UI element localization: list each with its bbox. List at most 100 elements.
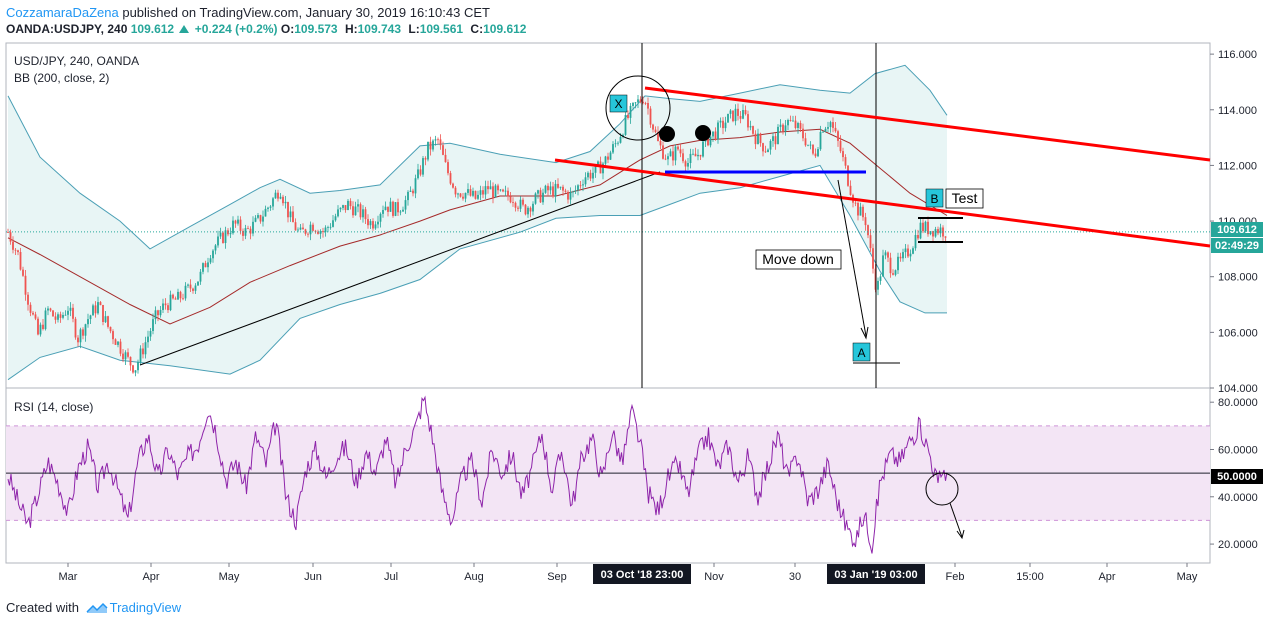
candle-body [412, 190, 414, 194]
time-marker-box [593, 564, 691, 584]
publish-header: CozzamaraDaZena published on TradingView… [6, 5, 490, 20]
label-b-text: B [930, 192, 938, 206]
candle-body [19, 252, 22, 270]
price-tick-label: 116.000 [1218, 49, 1257, 61]
candle-body [487, 186, 489, 190]
candle-body [744, 110, 747, 115]
symbol-label[interactable]: OANDA:USDJPY, 240 [6, 22, 128, 36]
candle-body [844, 157, 847, 166]
candle-body [514, 202, 517, 208]
candle-body [872, 248, 874, 269]
candle-body [544, 185, 547, 193]
candle-body [847, 165, 849, 186]
candle-body [334, 216, 337, 221]
candle-body [804, 138, 807, 146]
candle-body [114, 339, 117, 345]
candle-body [407, 191, 409, 201]
candle-body [832, 122, 834, 128]
candle-body [587, 172, 589, 178]
candle-body [889, 257, 892, 274]
candle-body [162, 303, 164, 310]
candle-body [24, 275, 27, 295]
price-tag-box [1211, 222, 1263, 237]
candle-body [72, 307, 74, 319]
bb-fill [8, 65, 947, 380]
label-b-box [925, 188, 944, 208]
candle-body [449, 173, 452, 184]
candle-body [732, 110, 734, 122]
time-tick-label: May [1177, 571, 1198, 583]
candle-body [374, 224, 377, 229]
candle-body [307, 233, 309, 235]
candle-body [524, 204, 527, 215]
candle-body [497, 185, 499, 191]
price-tick-label: 112.000 [1218, 160, 1257, 172]
move-down-text: Move down [762, 251, 834, 267]
candle-body [64, 314, 67, 316]
candle-body [272, 198, 274, 207]
high-value: 109.743 [357, 22, 402, 36]
candle-body [417, 169, 419, 179]
bb-upper-line [7, 64, 948, 250]
candle-body [567, 191, 569, 200]
candle-body [139, 348, 142, 362]
candle-body [107, 316, 109, 327]
candle-body [632, 102, 634, 106]
candle-body [917, 235, 919, 239]
rsi-tag-text: 50.0000 [1217, 471, 1257, 483]
candle-body [649, 108, 652, 125]
candle-body [12, 241, 14, 250]
bb-indicator-label: BB (200, close, 2) [14, 71, 109, 85]
candle-body [29, 304, 32, 313]
candle-body [309, 224, 312, 235]
candle-body [124, 352, 127, 360]
candle-body [129, 356, 132, 366]
candle-body [637, 99, 639, 103]
candle-body [462, 196, 464, 199]
candle-body [27, 294, 29, 305]
candle-body [352, 206, 354, 216]
candle-body [779, 124, 782, 127]
candle-body [597, 161, 599, 165]
rsi-tick-label: 20.0000 [1218, 539, 1258, 551]
time-tick-label: Mar [59, 571, 78, 583]
candle-body [694, 153, 697, 157]
candle-body [429, 141, 432, 150]
price-tick-label: 108.000 [1218, 272, 1258, 284]
candle-body [384, 206, 387, 210]
candle-body [582, 184, 584, 186]
candle-body [877, 280, 879, 290]
candle-body [592, 172, 594, 179]
candle-body [177, 291, 179, 300]
time-tick-label: 30 [789, 571, 801, 583]
author-link[interactable]: CozzamaraDaZena [6, 5, 119, 20]
candle-body [697, 154, 699, 157]
candle-body [92, 305, 94, 316]
footer-brand-link[interactable]: TradingView [109, 600, 182, 615]
candle-body [887, 252, 889, 258]
candle-body [117, 341, 119, 345]
candle-body [479, 190, 482, 195]
candle-body [437, 139, 439, 141]
candle-body [654, 129, 657, 133]
candle-body [379, 213, 382, 222]
candle-body [119, 341, 122, 354]
candle-body [767, 149, 769, 153]
rsi-tick-label: 80.0000 [1218, 397, 1258, 409]
candle-body [454, 187, 457, 195]
candle-body [494, 185, 497, 198]
candle-body [527, 207, 529, 215]
candle-body [22, 269, 24, 276]
candle-body [624, 115, 627, 135]
price-tick-label: 114.000 [1218, 105, 1257, 117]
candle-body [424, 158, 427, 160]
candle-body [534, 193, 537, 204]
candle-body [219, 232, 222, 237]
candle-body [717, 122, 719, 140]
candle-body [302, 227, 304, 230]
candle-body [142, 348, 144, 355]
candle-body [747, 114, 749, 128]
candle-body [859, 206, 862, 216]
candle-body [249, 228, 252, 234]
